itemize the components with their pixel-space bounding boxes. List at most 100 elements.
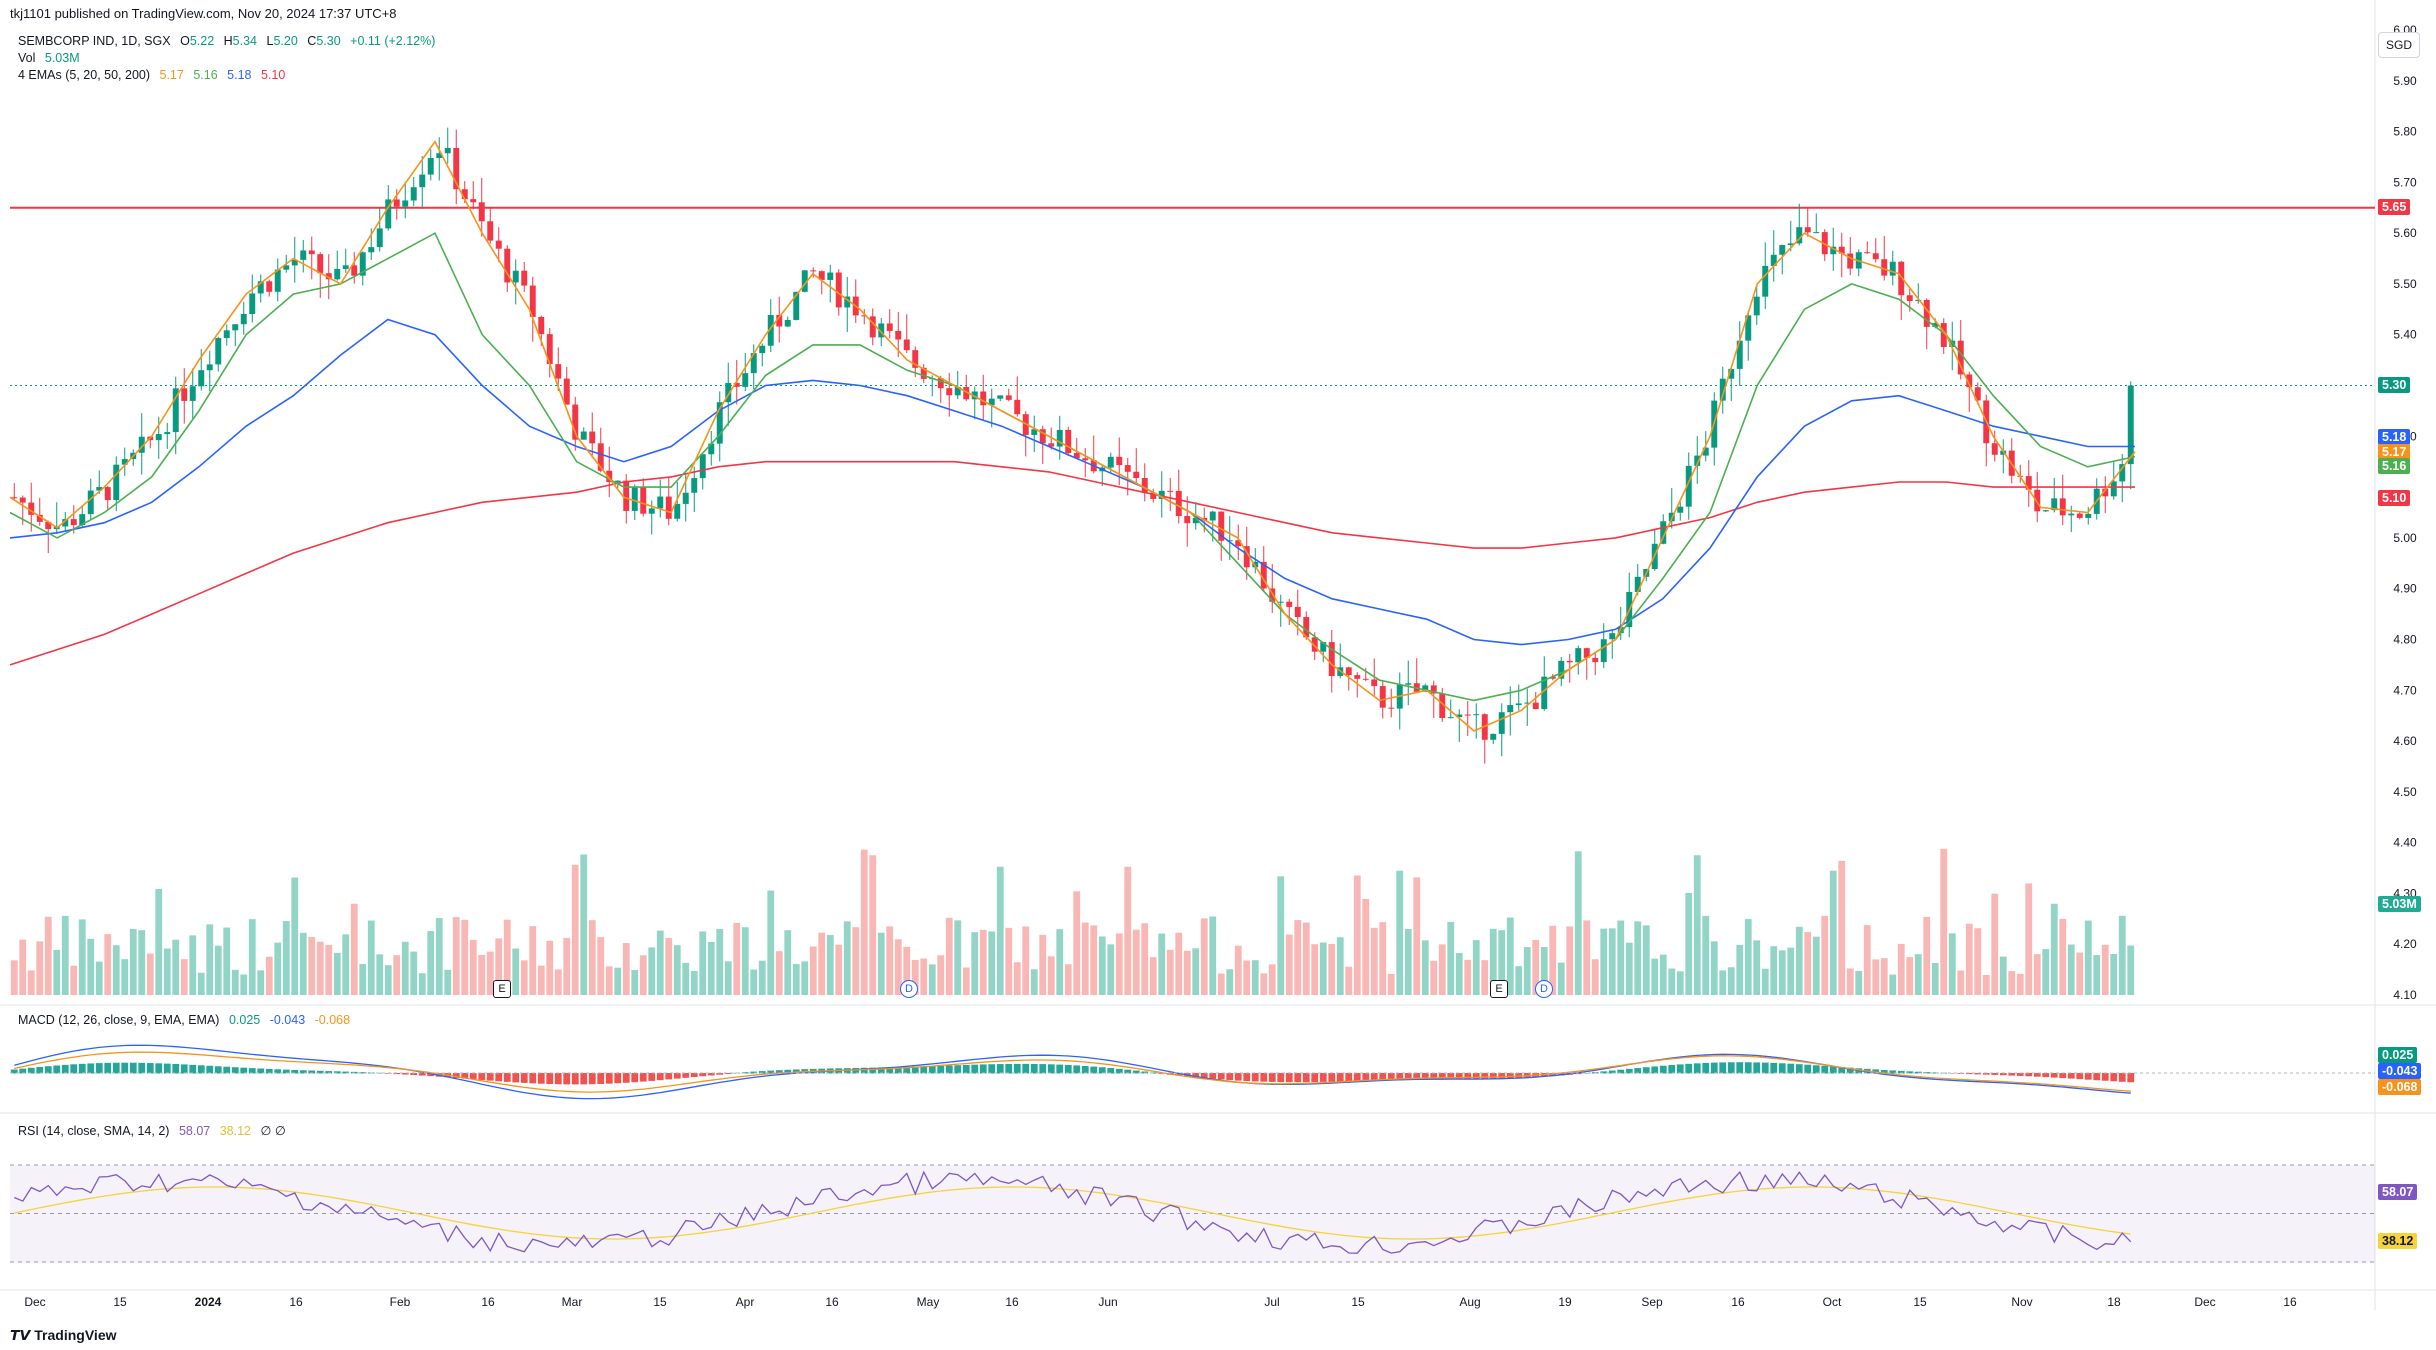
macd-histogram-bar — [1651, 1066, 1659, 1074]
volume-bar — [2084, 920, 2092, 995]
macd-histogram-bar — [758, 1071, 766, 1074]
tradingview-logo[interactable]: 𝙏𝙑 TradingView — [10, 1327, 117, 1343]
volume-bar — [716, 929, 724, 995]
candle-body — [419, 174, 426, 188]
x-tick-label: Nov — [2011, 1295, 2032, 1309]
macd-histogram-bar — [112, 1062, 120, 1074]
candle-body — [393, 199, 400, 207]
macd-histogram-bar — [869, 1067, 877, 1074]
publish-caption: tkj1101 published on TradingView.com, No… — [10, 6, 397, 21]
change-value: +0.11 (+2.12%) — [350, 34, 436, 48]
dividend-marker-icon[interactable]: D — [900, 980, 918, 998]
macd-histogram-bar — [954, 1065, 962, 1074]
macd-histogram-bar — [1362, 1073, 1370, 1081]
symbol-legend[interactable]: SEMBCORP IND, 1D, SGX O5.22 H5.34 L5.20 … — [18, 34, 436, 48]
volume-bar — [937, 955, 945, 995]
macd-histogram-bar — [1634, 1068, 1642, 1074]
macd-histogram-bar — [1787, 1063, 1795, 1074]
macd-histogram-bar — [1770, 1062, 1778, 1074]
volume-bar — [1226, 969, 1234, 995]
macd-histogram-bar — [1285, 1073, 1293, 1083]
volume-bar — [1651, 958, 1659, 995]
currency-button[interactable]: SGD — [2378, 32, 2420, 58]
volume-bar — [1328, 943, 1336, 995]
macd-histogram-bar — [1404, 1073, 1412, 1080]
volume-bar — [1039, 934, 1047, 995]
volume-bar — [503, 919, 511, 995]
macd-histogram-bar — [1846, 1067, 1854, 1074]
candle-body — [478, 202, 485, 222]
candle-body — [674, 503, 681, 519]
volume-bar — [1642, 925, 1650, 995]
volume-bar — [1693, 855, 1701, 995]
candle-body — [487, 221, 494, 241]
candle-body — [198, 370, 205, 387]
macd-histogram-bar — [682, 1073, 690, 1078]
earnings-marker-icon[interactable]: E — [493, 980, 511, 998]
earnings-marker-icon[interactable]: E — [1490, 980, 1508, 998]
rsi-legend[interactable]: RSI (14, close, SMA, 14, 2) 58.07 38.12 … — [18, 1124, 286, 1138]
macd-histogram-bar — [214, 1066, 222, 1074]
candle-body — [2025, 476, 2032, 490]
volume-bar — [877, 932, 885, 995]
candle-body — [1847, 253, 1854, 269]
candle-body — [538, 316, 545, 335]
volume-bar — [461, 919, 469, 995]
volume-bar — [911, 959, 919, 995]
candle-body — [138, 436, 145, 453]
macd-histogram-bar — [1251, 1073, 1259, 1082]
macd-histogram-bar — [605, 1073, 613, 1084]
x-tick-label: 15 — [653, 1295, 667, 1309]
macd-histogram-bar — [1328, 1073, 1336, 1082]
candle-body — [1762, 265, 1769, 297]
macd-histogram-bar — [1617, 1069, 1625, 1074]
candle-body — [334, 268, 341, 280]
candle-body — [521, 270, 528, 286]
candle-body — [1507, 705, 1514, 713]
macd-legend[interactable]: MACD (12, 26, close, 9, EMA, EMA) 0.025 … — [18, 1013, 351, 1027]
macd-histogram-bar — [2101, 1073, 2109, 1081]
candle-body — [342, 265, 349, 269]
volume-bar — [1617, 920, 1625, 995]
volume-bar — [1430, 960, 1438, 995]
volume-bar — [1209, 916, 1217, 995]
volume-bar — [138, 930, 146, 995]
volume-bar — [1353, 875, 1361, 995]
candle-body — [946, 388, 953, 396]
macd-histogram-bar — [962, 1064, 970, 1074]
macd-histogram-bar — [512, 1073, 520, 1083]
price-badge: 5.18 — [2378, 429, 2411, 446]
candle-body — [1685, 465, 1692, 507]
candle-body — [223, 330, 230, 339]
volume-bar — [1277, 876, 1285, 995]
candle-body — [1770, 254, 1777, 266]
candle-body — [988, 398, 995, 406]
ema-legend[interactable]: 4 EMAs (5, 20, 50, 200) 5.17 5.16 5.18 5… — [18, 68, 286, 82]
macd-histogram-bar — [1812, 1065, 1820, 1074]
volume-bar — [1838, 860, 1846, 995]
candle-body — [62, 519, 69, 527]
volume-bar — [869, 855, 877, 995]
candle-body — [249, 293, 256, 314]
x-tick-label: Mar — [562, 1295, 583, 1309]
volume-legend[interactable]: Vol 5.03M — [18, 51, 80, 65]
macd-histogram-bar — [1795, 1064, 1803, 1074]
dividend-marker-icon[interactable]: D — [1535, 980, 1553, 998]
volume-bar — [1158, 933, 1166, 995]
volume-bar — [1183, 950, 1191, 995]
y-tick-label: 5.40 — [2393, 328, 2417, 342]
macd-histogram-bar — [1872, 1069, 1880, 1074]
volume-bar — [2118, 915, 2126, 995]
macd-histogram-bar — [648, 1073, 656, 1081]
macd-histogram-bar — [1175, 1073, 1183, 1076]
symbol-name[interactable]: SEMBCORP IND, 1D, SGX — [18, 34, 171, 48]
macd-histogram-bar — [1200, 1073, 1208, 1079]
volume-bar — [197, 972, 205, 995]
macd-histogram-bar — [1897, 1070, 1905, 1074]
candle-body — [912, 350, 919, 368]
candle-body — [1107, 456, 1114, 468]
candle-body — [2085, 513, 2092, 518]
candle-body — [1549, 676, 1556, 679]
rsi-value: 58.07 — [178, 1124, 211, 1138]
